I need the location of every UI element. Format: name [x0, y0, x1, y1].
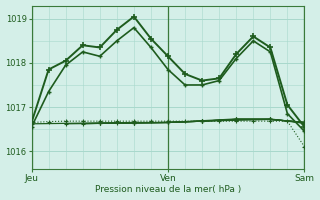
X-axis label: Pression niveau de la mer( hPa ): Pression niveau de la mer( hPa ): [95, 185, 241, 194]
